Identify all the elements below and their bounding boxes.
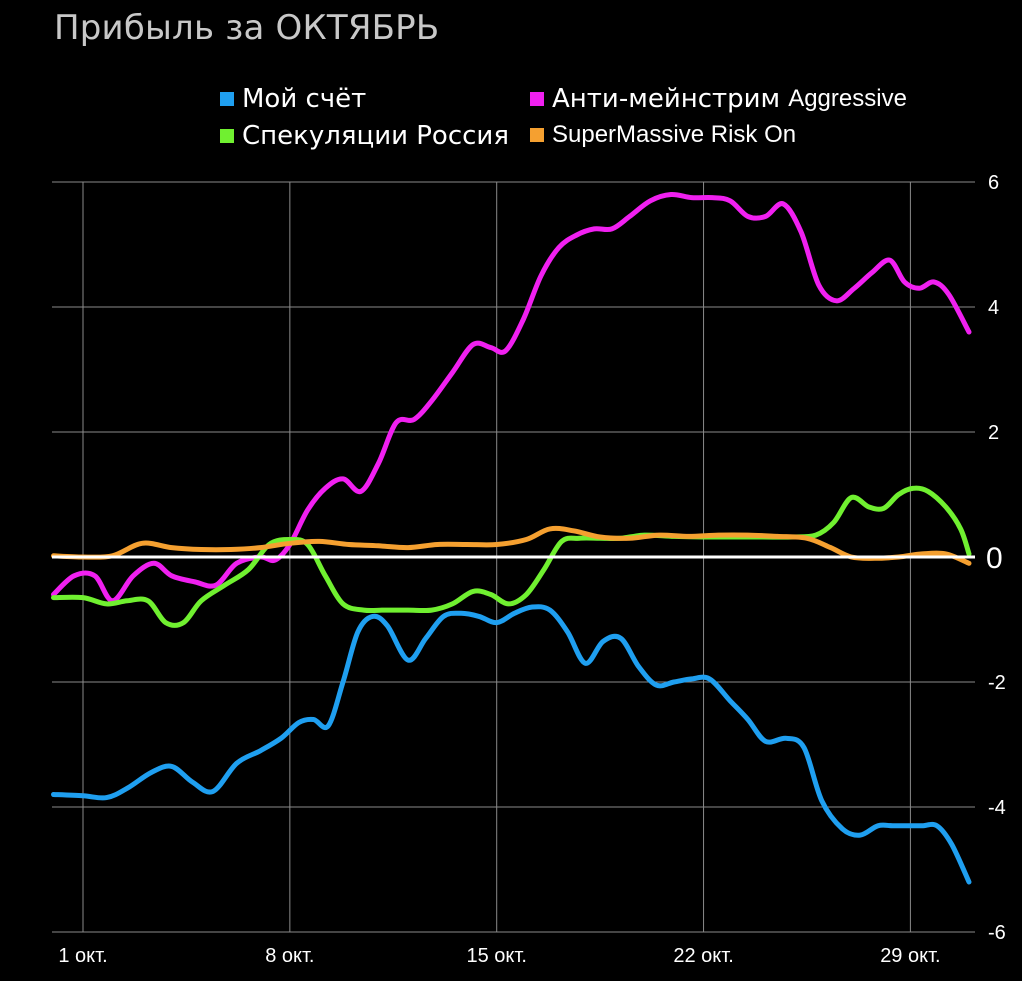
x-tick-label: 29 окт. (880, 945, 940, 967)
legend-label-supermassive: SuperMassive Risk On (552, 121, 797, 148)
legend-item-my-account: Мой счёт (220, 84, 366, 114)
legend: Мой счёт Анти-мейнстрим Aggressive Спеку… (220, 80, 980, 160)
y-tick-label: 6 (988, 172, 999, 194)
legend-label-my-account: Мой счёт (242, 84, 367, 114)
legend-label-anti-mainstream: Анти-мейнстрим (552, 84, 781, 114)
x-tick-label: 15 окт. (466, 945, 526, 967)
y-tick-label: 4 (988, 297, 999, 319)
series-line-my-account (51, 604, 972, 885)
y-tick-label: 2 (988, 422, 999, 444)
y-tick-label: -6 (988, 922, 1006, 944)
y-tick-label: -4 (988, 797, 1006, 819)
grid-layer (52, 181, 975, 933)
x-tick-label: 22 окт. (673, 945, 733, 967)
chart-title: Прибыль за ОКТЯБРЬ (54, 8, 440, 48)
legend-swatch-speculation-russia (220, 129, 234, 143)
x-tick-label: 8 окт. (265, 945, 314, 967)
legend-swatch-my-account (220, 92, 234, 106)
legend-label-speculation-russia: Спекуляции Россия (242, 121, 509, 151)
legend-item-supermassive: SuperMassive Risk On (530, 121, 796, 149)
series-layer (51, 191, 972, 885)
legend-item-anti-mainstream: Анти-мейнстрим Aggressive (530, 84, 907, 114)
series-line-supermassive (51, 525, 972, 566)
legend-swatch-anti-mainstream (530, 92, 544, 106)
axis-layer: 6 4 2 0 -2 -4 -6 1 окт. 8 окт. 15 окт. 22 окт. 29 о… (52, 172, 1006, 967)
y-tick-label: 0 (986, 542, 1003, 575)
legend-swatch-supermassive (530, 128, 544, 142)
series-line-speculation-russia (51, 485, 972, 628)
legend-item-speculation-russia: Спекуляции Россия (220, 121, 509, 151)
y-tick-label: -2 (988, 672, 1006, 694)
legend-sublabel-anti-mainstream: Aggressive (788, 85, 907, 112)
x-tick-label: 1 окт. (58, 945, 107, 967)
series-line-anti-mainstream (51, 191, 972, 604)
